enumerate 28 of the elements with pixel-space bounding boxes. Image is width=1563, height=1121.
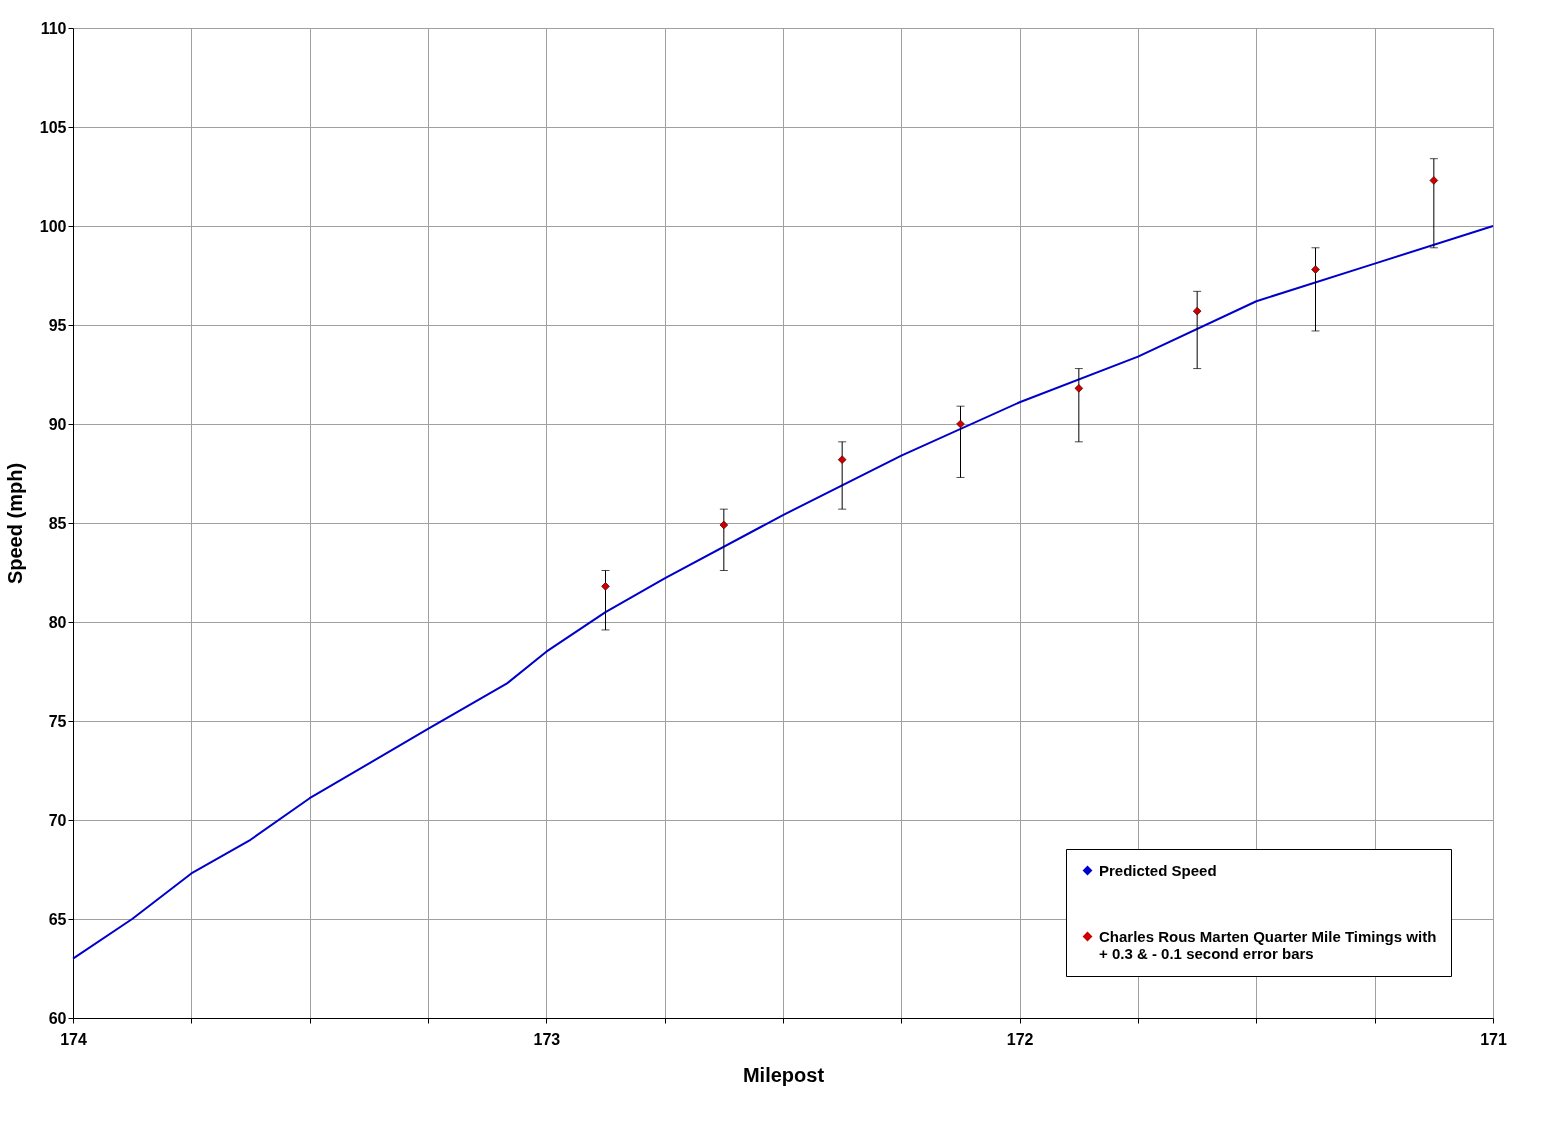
x-axis-title: Milepost (742, 1063, 825, 1086)
y-tick-label: 65 (48, 910, 67, 928)
y-tick-label: 105 (39, 118, 67, 136)
x-tick-label: 171 (1480, 1030, 1507, 1048)
y-tick-label: 85 (48, 514, 67, 532)
x-tick-label: 174 (60, 1030, 87, 1048)
y-tick-label: 95 (48, 316, 67, 334)
y-tick-label: 100 (39, 217, 67, 235)
point (956, 419, 965, 429)
point (1311, 265, 1320, 274)
legend-label: Charles Rous Marten Quarter Mile Timings with + 0.3 & - 0.1 second error bars (1099, 927, 1437, 962)
y-tick-label: 60 (48, 1009, 67, 1027)
y-tick-label: 70 (48, 811, 67, 829)
x-tick-label: 172 (1006, 1030, 1034, 1048)
line-series (72, 225, 1494, 960)
x-tick-label: 173 (533, 1030, 561, 1048)
point (1074, 384, 1084, 393)
point (1192, 306, 1202, 316)
y-axis-title: Speed (mph) (3, 462, 26, 585)
y-tick-label: 90 (48, 415, 67, 433)
legend-label: Predicted Speed (1099, 861, 1217, 879)
point (719, 520, 729, 530)
point (601, 582, 610, 591)
y-tick-label: 80 (48, 613, 67, 631)
y-tick-label: 75 (48, 712, 67, 730)
point (837, 455, 847, 464)
y-tick-label: 110 (40, 19, 67, 37)
point (1429, 176, 1439, 185)
